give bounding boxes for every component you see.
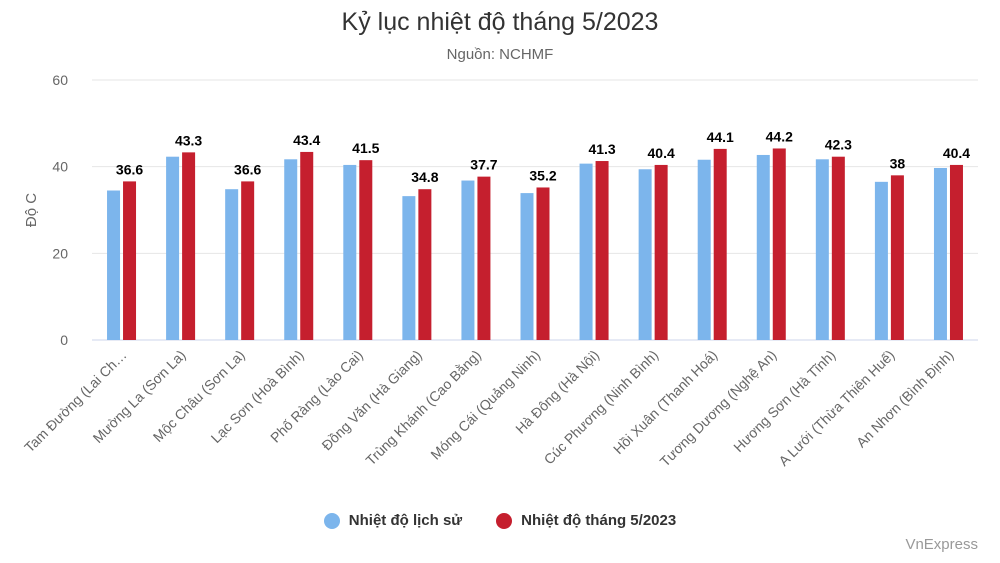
y-tick-label: 40 [52, 159, 68, 175]
bar-may-2023 [241, 181, 255, 340]
bar-historical [166, 156, 180, 340]
legend-swatch-historical [323, 512, 340, 529]
bar-historical [402, 196, 416, 340]
bar-historical [697, 159, 711, 340]
x-tick-label: A Lưới (Thừa Thiên Huế) [775, 347, 897, 469]
data-label: 41.5 [352, 140, 379, 156]
data-label: 42.3 [825, 137, 852, 153]
x-tick-label: Tương Dương (Nghệ An) [657, 347, 780, 470]
bar-historical [107, 190, 121, 340]
bar-may-2023 [654, 164, 668, 340]
bar-historical [933, 167, 947, 340]
x-tick-label: Trùng Khánh (Cao Bằng) [362, 347, 484, 469]
bar-may-2023 [477, 176, 491, 340]
data-label: 40.4 [943, 145, 970, 161]
x-tick-label: Đồng Văn (Hà Giang) [318, 347, 425, 454]
bar-historical [225, 189, 239, 340]
legend-label-may-2023: Nhiệt độ tháng 5/2023 [521, 512, 677, 529]
bar-historical [461, 180, 475, 340]
legend-item-may-2023[interactable]: Nhiệt độ tháng 5/2023 [496, 512, 676, 529]
bar-may-2023 [182, 152, 196, 340]
data-label: 35.2 [529, 167, 556, 183]
bar-may-2023 [890, 175, 904, 340]
bar-historical [579, 163, 593, 340]
bar-may-2023 [300, 151, 314, 340]
bar-historical [520, 193, 534, 340]
bar-may-2023 [831, 156, 845, 340]
chart-title: Kỷ lục nhiệt độ tháng 5/2023 [341, 8, 659, 36]
bar-may-2023 [536, 187, 550, 340]
legend-label-historical: Nhiệt độ lịch sử [348, 512, 463, 529]
bar-historical [815, 159, 829, 340]
x-tick-label: Móng Cái (Quảng Ninh) [427, 347, 543, 463]
data-label: 37.7 [470, 157, 497, 173]
x-tick-label: Hương Sơn (Hà Tĩnh) [730, 347, 838, 455]
bar-may-2023 [123, 181, 137, 340]
data-label: 36.6 [234, 161, 261, 177]
legend-swatch-may-2023 [496, 512, 513, 529]
y-tick-label: 60 [52, 72, 68, 88]
chart-legend: Nhiệt độ lịch sử Nhiệt độ tháng 5/2023 [0, 512, 1000, 529]
data-label: 34.8 [411, 169, 438, 185]
data-label: 40.4 [648, 145, 675, 161]
data-label: 36.6 [116, 161, 143, 177]
bar-historical [756, 154, 770, 340]
y-axis-label: Độ C [23, 193, 40, 227]
x-tick-label: Tam Đường (Lai Ch… [21, 347, 130, 456]
data-label: 41.3 [588, 141, 615, 157]
source-credit: VnExpress [905, 536, 978, 553]
data-label: 43.3 [175, 132, 202, 148]
bar-may-2023 [595, 161, 609, 340]
y-tick-label: 0 [60, 332, 68, 348]
data-label: 44.2 [766, 128, 793, 144]
legend-item-historical[interactable]: Nhiệt độ lịch sử [323, 512, 463, 529]
bar-may-2023 [772, 148, 786, 340]
bar-historical [874, 181, 888, 340]
bar-may-2023 [418, 189, 432, 340]
bar-historical [343, 164, 357, 340]
bar-historical [284, 159, 298, 340]
data-label: 38 [890, 155, 906, 171]
x-tick-label: Cúc Phương (Ninh Bình) [541, 347, 662, 468]
bar-may-2023 [949, 164, 963, 340]
x-tick-label: An Nhơn (Bình Định) [853, 347, 957, 451]
data-label: 43.4 [293, 132, 320, 148]
data-label: 44.1 [707, 129, 734, 145]
y-tick-label: 20 [52, 245, 68, 261]
bar-historical [638, 169, 652, 340]
x-tick-label: Hồi Xuân (Thanh Hoá) [610, 347, 720, 457]
bar-may-2023 [713, 148, 727, 340]
chart-subtitle: Nguồn: NCHMF [446, 46, 554, 63]
bar-may-2023 [359, 160, 373, 340]
